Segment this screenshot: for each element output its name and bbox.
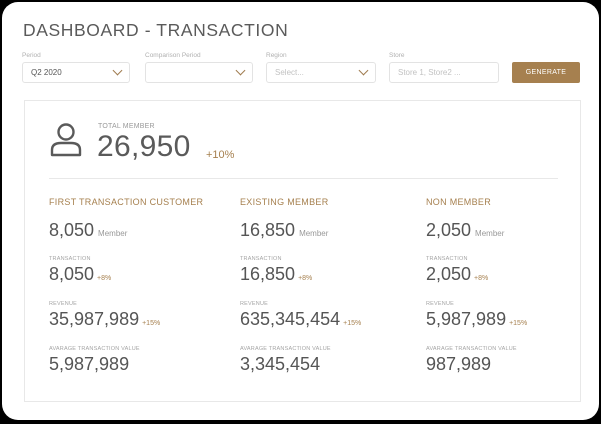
revenue-delta: +15%	[343, 320, 362, 327]
column-heading: EXISTING MEMBER	[240, 197, 329, 207]
transaction-value: 8,050	[49, 264, 95, 284]
transaction-value: 16,850	[240, 264, 296, 284]
member-unit: Member	[98, 229, 128, 238]
chevron-down-icon	[112, 65, 123, 76]
period-filter: Period Q2 2020	[22, 52, 130, 83]
store-filter: Store Store 1, Store2 ...	[389, 52, 499, 83]
period-value: Q2 2020	[31, 68, 62, 77]
revenue-label: REVENUE	[240, 301, 268, 307]
revenue-label: REVENUE	[426, 301, 454, 307]
total-member-label: TOTAL MEMBER	[98, 123, 155, 130]
column-heading: NON MEMBER	[426, 197, 492, 207]
store-input[interactable]: Store 1, Store2 ...	[389, 62, 499, 83]
transaction-delta: +8%	[474, 275, 489, 282]
dashboard-window: DASHBOARD - TRANSACTION Period Q2 2020 C…	[2, 2, 599, 420]
member-unit: Member	[475, 229, 505, 238]
atv-value: 5,987,989	[49, 354, 130, 374]
revenue-delta: +15%	[509, 320, 528, 327]
revenue-value: 635,345,454	[240, 309, 341, 329]
comparison-period-filter: Comparison Period	[145, 52, 253, 83]
transaction-value: 2,050	[426, 264, 472, 284]
transaction-label: TRANSACTION	[426, 256, 468, 262]
revenue-value: 5,987,989	[426, 309, 507, 329]
first-transaction-column: FIRST TRANSACTION CUSTOMER 8,050 Member T…	[49, 197, 203, 374]
atv-label: AVARAGE TRANSACTION VALUE	[426, 346, 517, 352]
generate-button[interactable]: GENERATE	[512, 62, 580, 83]
member-count: 2,050	[426, 220, 472, 240]
member-count: 16,850	[240, 220, 296, 240]
atv-value: 3,345,454	[240, 354, 321, 374]
total-member-value: 26,950	[97, 130, 191, 163]
revenue-delta: +15%	[142, 320, 161, 327]
transaction-label: TRANSACTION	[49, 256, 91, 262]
member-count: 8,050	[49, 220, 95, 240]
region-placeholder: Select...	[275, 68, 304, 77]
atv-label: AVARAGE TRANSACTION VALUE	[49, 346, 140, 352]
page-title: DASHBOARD - TRANSACTION	[23, 20, 289, 40]
period-label: Period	[22, 52, 41, 59]
store-placeholder: Store 1, Store2 ...	[398, 68, 461, 77]
existing-member-column: EXISTING MEMBER 16,850 Member TRANSACTION…	[240, 197, 361, 374]
total-member-delta: +10%	[206, 149, 235, 161]
divider	[49, 178, 558, 179]
period-select[interactable]: Q2 2020	[22, 62, 130, 83]
transaction-delta: +8%	[97, 275, 112, 282]
user-icon	[50, 123, 82, 157]
non-member-column: NON MEMBER 2,050 Member TRANSACTION 2,050…	[426, 197, 527, 374]
column-heading: FIRST TRANSACTION CUSTOMER	[49, 197, 204, 207]
summary-card: TOTAL MEMBER 26,950 +10% FIRST TRANSACTI…	[24, 100, 581, 402]
atv-value: 987,989	[426, 354, 492, 374]
chevron-down-icon	[235, 65, 246, 76]
atv-label: AVARAGE TRANSACTION VALUE	[240, 346, 331, 352]
region-label: Region	[266, 52, 287, 59]
member-unit: Member	[299, 229, 329, 238]
chevron-down-icon	[358, 65, 369, 76]
transaction-label: TRANSACTION	[240, 256, 282, 262]
revenue-value: 35,987,989	[49, 309, 140, 329]
region-filter: Region Select...	[266, 52, 376, 83]
comparison-period-label: Comparison Period	[145, 52, 201, 59]
comparison-period-select[interactable]	[145, 62, 253, 83]
revenue-label: REVENUE	[49, 301, 77, 307]
transaction-delta: +8%	[298, 275, 313, 282]
region-select[interactable]: Select...	[266, 62, 376, 83]
store-label: Store	[389, 52, 405, 59]
